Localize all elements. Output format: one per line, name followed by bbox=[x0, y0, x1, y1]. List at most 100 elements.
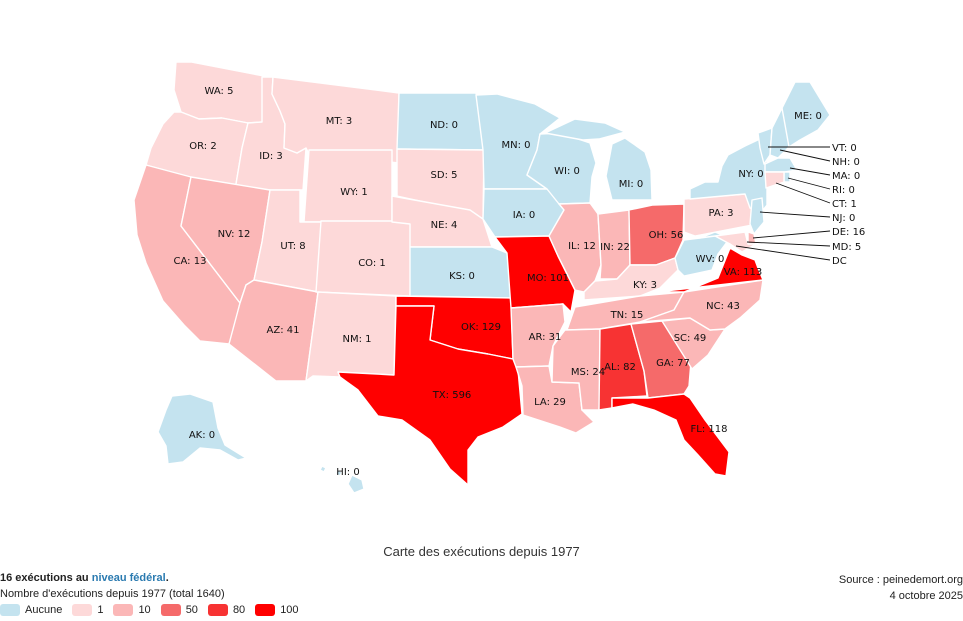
legend-item-none[interactable]: Aucune bbox=[0, 604, 62, 616]
state-label-de: DE: 16 bbox=[832, 227, 865, 238]
state-label-ky: KY: 3 bbox=[633, 280, 657, 291]
leader-ct bbox=[775, 182, 831, 204]
legend-label: 10 bbox=[138, 604, 151, 616]
state-label-va: VA: 113 bbox=[724, 267, 763, 278]
state-label-ct: CT: 1 bbox=[832, 199, 857, 210]
state-label-oh: OH: 56 bbox=[649, 230, 684, 241]
state-label-id: ID: 3 bbox=[259, 151, 283, 162]
state-label-ok: OK: 129 bbox=[461, 322, 501, 333]
state-ar[interactable] bbox=[510, 303, 566, 368]
state-label-tn: TN: 15 bbox=[610, 310, 644, 321]
state-wi[interactable] bbox=[526, 132, 597, 205]
legend-swatch bbox=[72, 604, 93, 616]
state-label-vt: VT: 0 bbox=[832, 143, 857, 154]
state-label-il: IL: 12 bbox=[568, 241, 596, 252]
legend-label: 1 bbox=[97, 604, 104, 616]
legend-title: Nombre d'exécutions depuis 1977 (total 1… bbox=[0, 588, 225, 600]
map-caption: Carte des exécutions depuis 1977 bbox=[383, 544, 580, 559]
state-label-nm: NM: 1 bbox=[342, 334, 371, 345]
state-label-nd: ND: 0 bbox=[430, 120, 458, 131]
state-label-nj: NJ: 0 bbox=[832, 213, 855, 224]
source-block: Source : peinedemort.org 4 octobre 2025 bbox=[839, 572, 963, 604]
state-label-ny: NY: 0 bbox=[738, 169, 763, 180]
state-label-al: AL: 82 bbox=[604, 362, 636, 373]
state-label-nv: NV: 12 bbox=[218, 229, 251, 240]
legend: Aucune 1 10 50 80 100 bbox=[0, 604, 309, 616]
state-label-ri: RI: 0 bbox=[832, 185, 855, 196]
state-label-ca: CA: 13 bbox=[174, 256, 207, 267]
state-label-tx: TX: 596 bbox=[432, 390, 472, 401]
state-nj[interactable] bbox=[749, 197, 765, 235]
federal-link[interactable]: niveau fédéral bbox=[91, 572, 166, 584]
legend-label: 50 bbox=[185, 604, 198, 616]
state-wy[interactable] bbox=[303, 149, 393, 223]
state-label-md: MD: 5 bbox=[832, 242, 861, 253]
state-label-wy: WY: 1 bbox=[340, 187, 368, 198]
legend-swatch bbox=[0, 604, 20, 616]
leader-nj bbox=[759, 211, 831, 218]
source-date: 4 octobre 2025 bbox=[889, 590, 963, 602]
state-vt[interactable] bbox=[757, 127, 773, 165]
state-la[interactable] bbox=[515, 365, 595, 434]
federal-prefix: 16 exécutions au bbox=[0, 572, 89, 584]
state-label-az: AZ: 41 bbox=[267, 325, 300, 336]
state-label-mo: MO: 101 bbox=[527, 273, 569, 284]
state-label-ak: AK: 0 bbox=[189, 430, 215, 441]
state-label-co: CO: 1 bbox=[358, 258, 386, 269]
state-label-ne: NE: 4 bbox=[431, 220, 458, 231]
leader-nh bbox=[779, 149, 831, 162]
state-label-ms: MS: 24 bbox=[571, 367, 605, 378]
legend-item-80[interactable]: 80 bbox=[207, 604, 246, 616]
leader-ma bbox=[789, 167, 831, 176]
state-label-or: OR: 2 bbox=[189, 141, 216, 152]
state-label-ma: MA: 0 bbox=[832, 171, 860, 182]
us-states-map: WA: 5 OR: 2 CA: 13 ID: 3 NV: 12 MT: 3 WY: 1 UT:… bbox=[133, 61, 865, 494]
state-label-pa: PA: 3 bbox=[709, 208, 734, 219]
state-label-wa: WA: 5 bbox=[205, 86, 234, 97]
leader-md bbox=[746, 241, 831, 247]
legend-label: Aucune bbox=[25, 604, 63, 616]
state-label-ut: UT: 8 bbox=[280, 241, 305, 252]
legend-item-100[interactable]: 100 bbox=[255, 604, 299, 616]
legend-swatch bbox=[160, 604, 181, 616]
state-mi[interactable] bbox=[544, 118, 653, 201]
state-label-mt: MT: 3 bbox=[326, 116, 353, 127]
state-va[interactable] bbox=[655, 247, 764, 293]
state-ak[interactable] bbox=[157, 393, 247, 465]
legend-item-50[interactable]: 50 bbox=[160, 604, 198, 616]
state-ct[interactable] bbox=[764, 171, 785, 189]
state-nc[interactable] bbox=[639, 279, 764, 331]
state-tx[interactable] bbox=[337, 305, 523, 486]
state-label-sd: SD: 5 bbox=[431, 170, 458, 181]
legend-item-1[interactable]: 1 bbox=[72, 604, 103, 616]
state-label-ar: AR: 31 bbox=[529, 332, 562, 343]
legend-label: 100 bbox=[280, 604, 299, 616]
legend-swatch bbox=[255, 604, 276, 616]
leader-dc bbox=[735, 245, 831, 261]
state-nh[interactable] bbox=[769, 107, 790, 159]
state-label-mn: MN: 0 bbox=[501, 140, 530, 151]
state-label-nc: NC: 43 bbox=[706, 301, 740, 312]
state-label-dc: DC bbox=[832, 256, 847, 267]
source-line: Source : peinedemort.org bbox=[838, 574, 963, 586]
state-label-ia: IA: 0 bbox=[513, 210, 536, 221]
legend-swatch bbox=[207, 604, 228, 616]
federal-suffix: . bbox=[165, 572, 169, 584]
legend-item-10[interactable]: 10 bbox=[113, 604, 151, 616]
state-label-ga: GA: 77 bbox=[656, 358, 690, 369]
leader-de bbox=[752, 230, 831, 239]
state-hi[interactable] bbox=[319, 465, 365, 494]
state-ri[interactable] bbox=[783, 171, 791, 183]
state-ma[interactable] bbox=[764, 157, 798, 173]
legend-swatch bbox=[113, 604, 134, 616]
state-label-hi: HI: 0 bbox=[336, 467, 359, 478]
legend-label: 80 bbox=[232, 604, 246, 616]
state-label-la: LA: 29 bbox=[534, 397, 566, 408]
state-fl[interactable] bbox=[611, 393, 730, 477]
state-label-wi: WI: 0 bbox=[554, 166, 580, 177]
state-label-wv: WV: 0 bbox=[696, 254, 725, 265]
state-label-in: IN: 22 bbox=[600, 242, 630, 253]
state-label-ks: KS: 0 bbox=[449, 271, 475, 282]
federal-note: 16 exécutions au niveau fédéral. bbox=[0, 572, 169, 584]
state-wv[interactable] bbox=[674, 231, 731, 277]
